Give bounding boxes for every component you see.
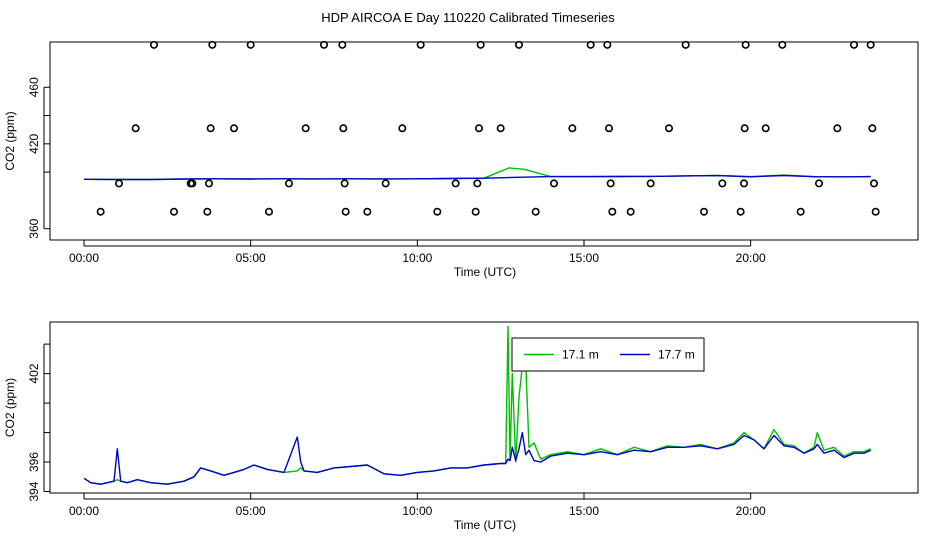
data-point bbox=[340, 179, 349, 188]
data-point bbox=[796, 207, 805, 216]
data-point bbox=[473, 179, 482, 188]
x-tick-label: 15:00 bbox=[569, 504, 599, 518]
y-axis-label: CO2 (ppm) bbox=[3, 378, 17, 437]
panel-smoothed-co2: 00:00 05:00 10:00 15:00 20:00 Time (UTC) 394 39… bbox=[3, 321, 919, 532]
data-point bbox=[319, 40, 328, 49]
data-point bbox=[341, 207, 350, 216]
data-point bbox=[814, 179, 823, 188]
data-point bbox=[115, 179, 124, 188]
data-point bbox=[398, 124, 407, 133]
data-point bbox=[284, 179, 293, 188]
y-tick-label: 360 bbox=[27, 218, 41, 238]
x-tick-label: 15:00 bbox=[569, 251, 599, 265]
y-tick-label: 402 bbox=[27, 363, 41, 383]
x-tick-label: 20:00 bbox=[736, 251, 766, 265]
data-point bbox=[778, 40, 787, 49]
data-point bbox=[869, 179, 878, 188]
data-point bbox=[416, 40, 425, 49]
data-point bbox=[264, 207, 273, 216]
data-point bbox=[568, 124, 577, 133]
x-axis-label: Time (UTC) bbox=[454, 265, 516, 279]
data-point bbox=[603, 40, 612, 49]
data-point bbox=[699, 207, 708, 216]
x-tick-label: 20:00 bbox=[736, 504, 766, 518]
data-point bbox=[363, 207, 372, 216]
x-tick-label: 05:00 bbox=[236, 251, 266, 265]
legend: 17.1 m 17.7 m bbox=[511, 337, 705, 372]
y-tick-label: 420 bbox=[27, 133, 41, 153]
data-point bbox=[476, 40, 485, 49]
data-point bbox=[740, 124, 749, 133]
x-tick-label: 00:00 bbox=[69, 504, 99, 518]
y-axis-label: CO2 (ppm) bbox=[3, 111, 17, 170]
data-point bbox=[514, 40, 523, 49]
x-axis-label: Time (UTC) bbox=[454, 518, 516, 532]
data-point bbox=[739, 179, 748, 188]
data-point bbox=[339, 124, 348, 133]
series-line-17-7-m bbox=[83, 431, 871, 485]
data-point bbox=[203, 207, 212, 216]
data-point bbox=[604, 124, 613, 133]
data-point bbox=[646, 179, 655, 188]
data-point bbox=[150, 40, 159, 49]
y-tick-label: 396 bbox=[27, 452, 41, 472]
data-point bbox=[681, 40, 690, 49]
data-point bbox=[381, 179, 390, 188]
series-line-17-1-m bbox=[83, 325, 871, 485]
data-point bbox=[96, 207, 105, 216]
panel-raw-co2: 00:00 05:00 10:00 15:00 20:00 Time (UTC) 360 42… bbox=[3, 40, 919, 279]
legend-label: 17.1 m bbox=[562, 348, 599, 362]
data-point bbox=[871, 207, 880, 216]
data-point bbox=[531, 207, 540, 216]
data-point bbox=[230, 124, 239, 133]
data-point bbox=[188, 179, 197, 188]
x-tick-label: 05:00 bbox=[236, 504, 266, 518]
data-point bbox=[471, 207, 480, 216]
data-point bbox=[736, 207, 745, 216]
data-point bbox=[433, 207, 442, 216]
data-point bbox=[208, 40, 217, 49]
data-point bbox=[761, 124, 770, 133]
data-point bbox=[246, 40, 255, 49]
series-line-series-1 bbox=[83, 174, 871, 181]
data-point bbox=[626, 207, 635, 216]
data-point bbox=[608, 207, 617, 216]
data-point bbox=[205, 179, 214, 188]
data-point bbox=[206, 124, 215, 133]
plot-frame bbox=[49, 41, 919, 241]
data-point bbox=[496, 124, 505, 133]
y-tick-label: 394 bbox=[27, 481, 41, 501]
x-tick-label: 10:00 bbox=[402, 504, 432, 518]
chart-title: HDP AIRCOA E Day 110220 Calibrated Times… bbox=[321, 10, 615, 25]
data-point bbox=[474, 124, 483, 133]
x-tick-label: 10:00 bbox=[402, 251, 432, 265]
data-point bbox=[849, 40, 858, 49]
data-point bbox=[868, 124, 877, 133]
data-point bbox=[718, 179, 727, 188]
legend-label: 17.7 m bbox=[658, 348, 695, 362]
x-tick-label: 00:00 bbox=[69, 251, 99, 265]
y-tick-label: 460 bbox=[27, 77, 41, 97]
data-point bbox=[866, 40, 875, 49]
data-point bbox=[170, 207, 179, 216]
data-point bbox=[131, 124, 140, 133]
plot-frame bbox=[49, 321, 919, 494]
data-point bbox=[664, 124, 673, 133]
data-point bbox=[586, 40, 595, 49]
data-point bbox=[606, 179, 615, 188]
data-point bbox=[549, 179, 558, 188]
data-point bbox=[741, 40, 750, 49]
data-point bbox=[338, 40, 347, 49]
data-point bbox=[833, 124, 842, 133]
data-point bbox=[451, 179, 460, 188]
data-point bbox=[301, 124, 310, 133]
